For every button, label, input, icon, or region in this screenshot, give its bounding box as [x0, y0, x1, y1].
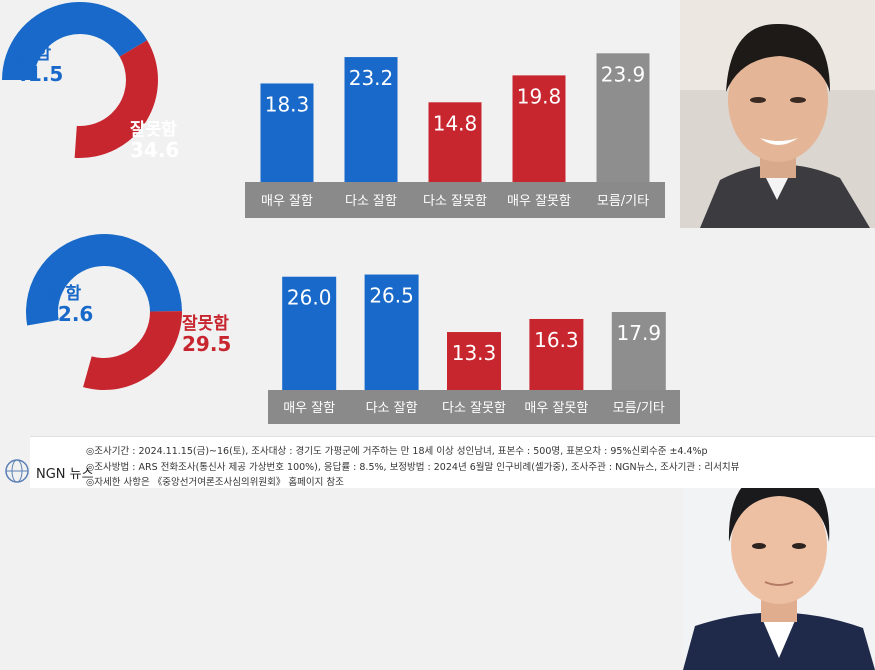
bar-value-label-0: 18.3 — [265, 92, 310, 116]
donut-bottom-bad-value: 29.5 — [182, 331, 232, 356]
bar-3 — [512, 75, 566, 182]
survey-footnote-box: ◎조사기간 : 2024.11.15(금)~16(토), 조사대상 : 경기도 … — [30, 436, 875, 488]
category-label-2: 다소 잘못함 — [442, 401, 506, 416]
bar-1 — [364, 274, 419, 390]
bar-4 — [611, 312, 666, 390]
bar-value-label-1: 26.5 — [369, 284, 414, 308]
bar-4 — [596, 53, 650, 182]
donut-bottom-good-name: 잘 함 — [44, 284, 82, 304]
category-label-1: 다소 잘함 — [345, 194, 397, 209]
donut-top-bad-value: 34.6 — [130, 137, 180, 162]
donut-bottom-good-value: 52.6 — [44, 301, 94, 326]
top-chart-panel: 잘 함 41.5 잘못함 34.6 18.3 매우 잘함 23.2 다소 잘함 14.8… — [0, 0, 875, 230]
bar-2 — [447, 332, 501, 390]
bottom-chart-panel: 잘 함 52.6 잘못함 29.5 26.0 매우 잘함 26.5 다소 잘함 13.3… — [0, 230, 875, 670]
donut-top-bad-name: 잘못함 — [130, 120, 177, 140]
category-label-strip — [268, 390, 680, 424]
bar-value-label-3: 16.3 — [534, 328, 579, 352]
bar-value-label-0: 26.0 — [287, 286, 332, 310]
person-photo-top — [680, 0, 875, 228]
bar-value-label-1: 23.2 — [349, 66, 394, 90]
bar-chart-bottom: 26.0 매우 잘함 26.5 다소 잘함 13.3 다소 잘못함 16.3 매우 잘못함 17… — [268, 274, 680, 424]
footnote-line-2: ◎조사방법 : ARS 전화조사(통신사 제공 가상번호 100%), 응답률 … — [86, 462, 740, 473]
donut-bottom-bad-name: 잘못함 — [182, 314, 229, 334]
footnote-line-3: ◎자세한 사항은 《중앙선거여론조사심의위원회》 홈페이지 참조 — [86, 477, 344, 488]
bar-0 — [282, 276, 337, 390]
bar-value-label-3: 19.8 — [517, 84, 562, 108]
bar-2 — [428, 102, 482, 182]
donut-slice-bad — [83, 311, 182, 390]
donut-top-good-name: 잘 함 — [14, 44, 52, 64]
donut-top-good-label: 잘 함 41.5 — [14, 44, 64, 86]
category-label-3: 매우 잘못함 — [524, 401, 588, 416]
bar-3 — [529, 318, 584, 390]
donut-top-bad-label: 잘못함 34.6 — [130, 120, 180, 162]
category-label-1: 다소 잘함 — [366, 401, 418, 416]
donut-bottom-good-label: 잘 함 52.6 — [44, 284, 94, 326]
footnote-line-1: ◎조사기간 : 2024.11.15(금)~16(토), 조사대상 : 경기도 … — [86, 446, 708, 457]
category-label-strip — [245, 182, 665, 218]
bar-chart-top: 18.3 매우 잘함 23.2 다소 잘함 14.8 다소 잘못함 19.8 매우 잘못함 23… — [245, 53, 665, 218]
category-label-0: 매우 잘함 — [261, 194, 313, 209]
donut-top-good-value: 41.5 — [14, 61, 64, 86]
category-label-2: 다소 잘못함 — [423, 194, 487, 209]
bar-value-label-4: 17.9 — [617, 321, 662, 345]
donut-slice-bad — [74, 40, 158, 158]
bar-value-label-2: 13.3 — [452, 341, 497, 365]
ngn-globe-icon — [5, 459, 29, 483]
person-photo-bottom — [683, 458, 875, 670]
donut-slice-good — [2, 2, 148, 81]
donut-slice-good — [26, 234, 182, 326]
category-label-0: 매우 잘함 — [283, 401, 335, 416]
bar-value-label-2: 14.8 — [433, 111, 478, 135]
ngn-news-logo: NGN 뉴스 — [4, 458, 104, 484]
donut-bottom-bad-label: 잘못함 29.5 — [182, 314, 232, 356]
logo-text: NGN 뉴스 — [36, 467, 94, 482]
donut-chart-top — [2, 2, 158, 158]
category-label-4: 모름/기타 — [613, 401, 665, 416]
bar-value-label-4: 23.9 — [601, 62, 646, 86]
donut-chart-bottom — [26, 234, 182, 390]
category-label-4: 모름/기타 — [597, 194, 649, 209]
category-label-3: 매우 잘못함 — [507, 194, 571, 209]
bar-1 — [344, 57, 398, 183]
bar-0 — [260, 83, 314, 182]
